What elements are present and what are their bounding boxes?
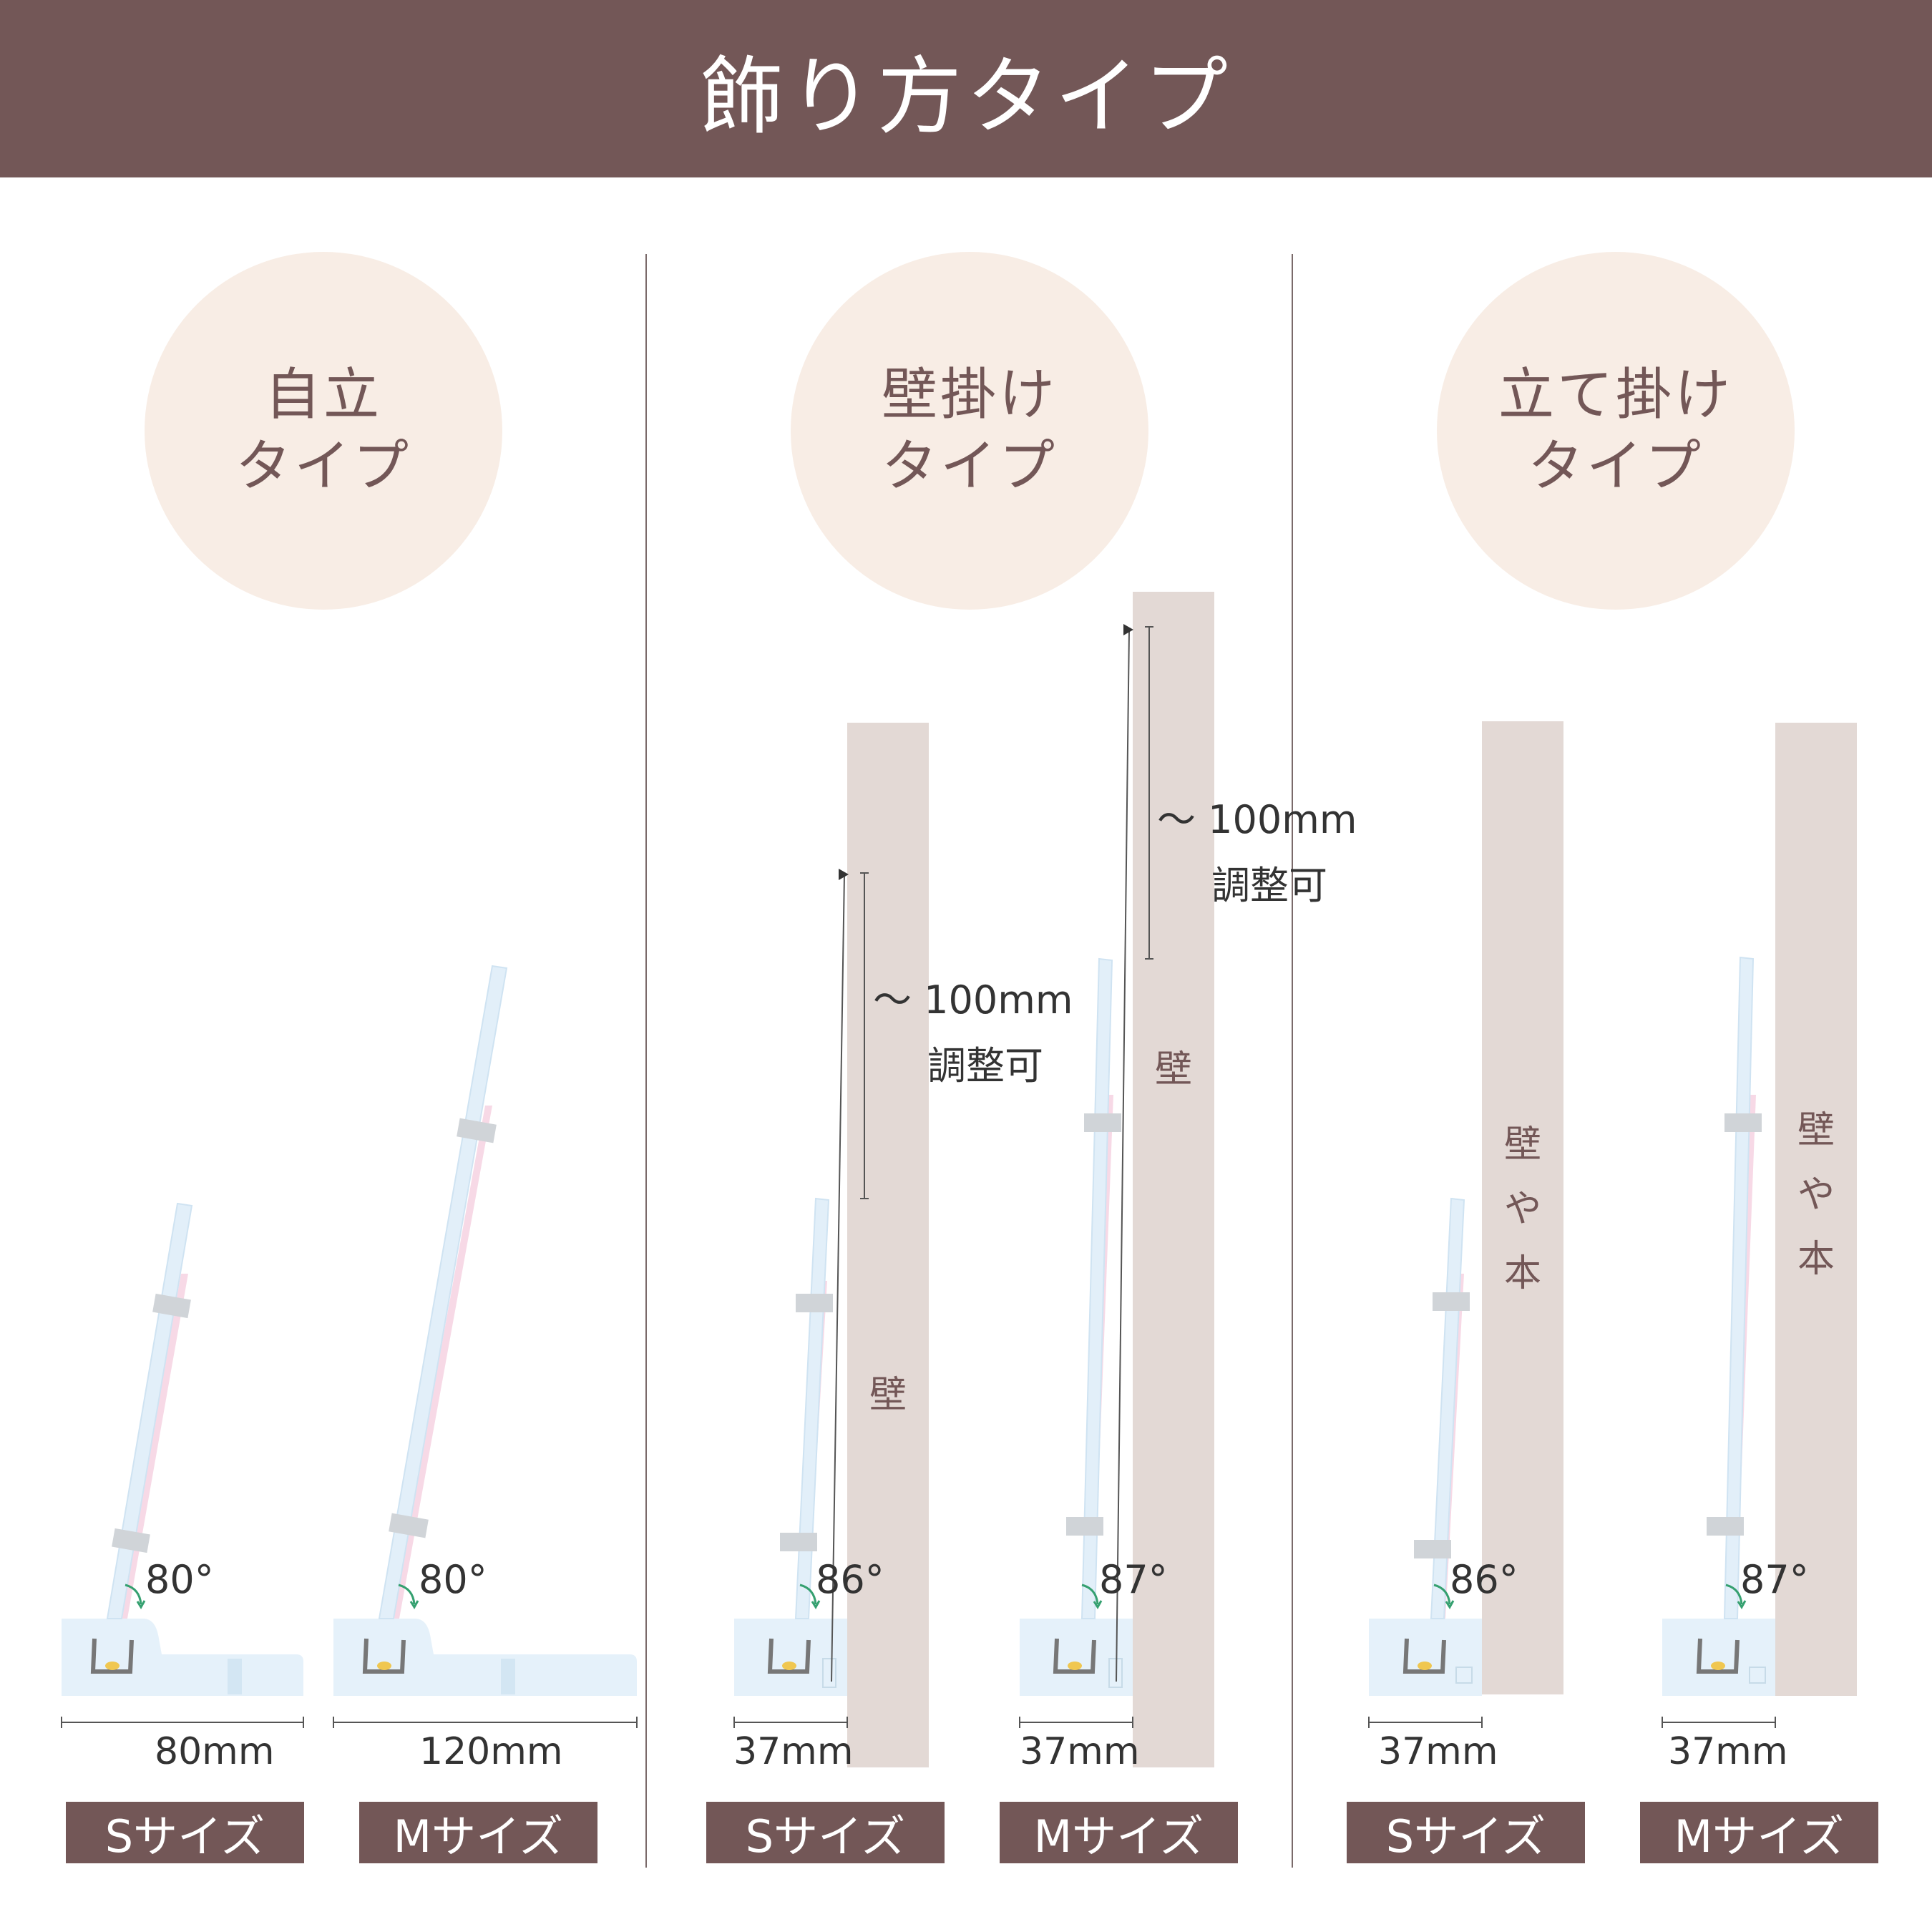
circle-label-line2: タイプ xyxy=(881,434,1058,499)
angle-label: 80° xyxy=(419,1557,487,1602)
size-badge-s: Sサイズ xyxy=(706,1802,945,1863)
wall-label-char: 本 xyxy=(1503,1252,1541,1295)
angle-label: 87° xyxy=(1740,1557,1809,1602)
wall-panel-lean-s xyxy=(1482,721,1563,1694)
circle-label-line2: タイプ xyxy=(235,434,411,499)
wall-or-books-label: 壁 や 本 xyxy=(1782,1098,1850,1292)
adjust-range-text: ～ 100mm xyxy=(873,977,1073,1023)
adjust-note-text: 調整可 xyxy=(927,1043,1043,1088)
wall-label-char: や xyxy=(1503,1188,1541,1231)
section-divider-1 xyxy=(645,254,647,1868)
circle-label-line2: タイプ xyxy=(1527,434,1704,499)
angle-label: 86° xyxy=(1450,1557,1518,1602)
angle-label: 87° xyxy=(1099,1557,1168,1602)
wall-panel-lean-m xyxy=(1775,723,1857,1696)
size-badge-s: Sサイズ xyxy=(1347,1802,1585,1863)
width-measure-label: 37mm xyxy=(1020,1730,1140,1773)
wall-or-books-label: 壁 や 本 xyxy=(1489,1113,1556,1306)
wall-label-char: や xyxy=(1797,1174,1835,1216)
adjust-note-text: 調整可 xyxy=(1211,863,1327,908)
width-measure-label: 37mm xyxy=(1668,1730,1788,1773)
adjust-range-label: ～ 100mm 調整可 xyxy=(873,967,1073,1099)
width-measure-label: 37mm xyxy=(733,1730,854,1773)
width-measure-label: 120mm xyxy=(419,1730,563,1773)
wall-label: 壁 xyxy=(1154,1048,1192,1091)
size-badge-m: Mサイズ xyxy=(1000,1802,1238,1863)
header-bar: 飾り方タイプ xyxy=(0,0,1932,177)
lean-type-circle: 立て掛け タイプ xyxy=(1437,252,1795,610)
wall-label-char: 壁 xyxy=(1503,1123,1541,1166)
width-measure-label: 37mm xyxy=(1378,1730,1498,1773)
wall-label-char: 本 xyxy=(1797,1238,1835,1281)
size-badge-m: Mサイズ xyxy=(359,1802,597,1863)
circle-label-line1: 壁掛け xyxy=(881,363,1058,427)
size-badge-s: Sサイズ xyxy=(66,1802,304,1863)
wall-panel-wallhang-m xyxy=(1133,592,1214,1767)
circle-label-line1: 立て掛け xyxy=(1498,363,1733,427)
adjust-range-text: ～ 100mm xyxy=(1157,797,1357,842)
section-divider-2 xyxy=(1292,254,1293,1868)
wall-label: 壁 xyxy=(869,1374,907,1417)
wall-label-char: 壁 xyxy=(1797,1109,1835,1152)
circle-label-line1: 自立 xyxy=(264,363,382,427)
wall-hang-type-circle: 壁掛け タイプ xyxy=(791,252,1148,610)
page-title: 飾り方タイプ xyxy=(699,47,1232,146)
size-badge-m: Mサイズ xyxy=(1640,1802,1878,1863)
width-measure-label: 80mm xyxy=(155,1730,275,1773)
adjust-range-label: ～ 100mm 調整可 xyxy=(1157,787,1357,919)
angle-label: 86° xyxy=(816,1557,884,1602)
angle-label: 80° xyxy=(145,1557,214,1602)
wall-panel-wallhang-s xyxy=(847,723,929,1767)
standalone-type-circle: 自立 タイプ xyxy=(145,252,502,610)
